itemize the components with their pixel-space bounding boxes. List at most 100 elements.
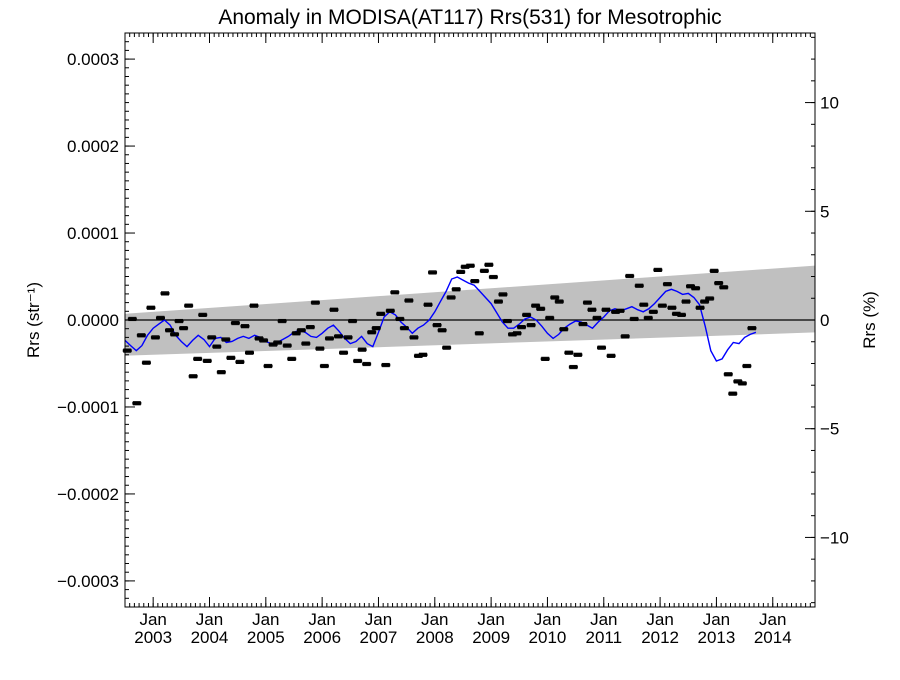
anomaly-marker <box>296 328 306 332</box>
anomaly-marker <box>235 360 245 364</box>
x-tick-label-year: 2014 <box>754 628 792 647</box>
y-axis-label-right: Rrs (%) <box>860 291 879 349</box>
anomaly-point <box>681 299 691 304</box>
anomaly-point <box>240 324 250 329</box>
anomaly-point <box>456 269 466 275</box>
anomaly-point <box>385 308 395 313</box>
anomaly-point <box>677 312 687 317</box>
anomaly-marker <box>291 332 301 335</box>
anomaly-marker <box>207 336 217 339</box>
anomaly-point <box>226 355 236 360</box>
anomaly-marker <box>423 303 433 306</box>
anomaly-point <box>592 315 602 321</box>
chart-title: Anomaly in MODISA(AT117) Rrs(531) for Me… <box>218 6 721 29</box>
x-tick-label-year: 2005 <box>247 628 285 647</box>
anomaly-marker <box>202 359 212 363</box>
anomaly-marker <box>362 362 372 366</box>
anomaly-point <box>629 316 639 322</box>
y-left-tick-label: 0.0000 <box>67 311 119 330</box>
anomaly-point <box>648 309 658 314</box>
anomaly-point <box>174 318 184 324</box>
y-right-tick-label: 0 <box>820 311 829 330</box>
anomaly-point <box>714 281 724 286</box>
anomaly-point <box>536 306 546 311</box>
anomaly-point <box>160 291 170 296</box>
anomaly-point <box>179 326 189 331</box>
x-tick-label-month: Jan <box>534 610 561 629</box>
anomaly-marker <box>582 301 592 304</box>
anomaly-point <box>221 337 231 342</box>
anomaly-marker <box>381 363 391 367</box>
anomaly-point <box>517 325 527 330</box>
anomaly-marker <box>395 317 405 321</box>
anomaly-marker <box>122 349 132 352</box>
x-tick-label-month: Jan <box>196 610 223 629</box>
anomaly-marker <box>428 271 438 274</box>
anomaly-point <box>737 381 747 386</box>
anomaly-point <box>136 333 146 338</box>
anomaly-point <box>502 318 512 324</box>
anomaly-point <box>164 328 174 333</box>
anomaly-marker <box>587 308 597 312</box>
anomaly-marker <box>545 316 555 320</box>
anomaly-point <box>728 391 738 396</box>
anomaly-point <box>296 328 306 333</box>
anomaly-marker <box>179 326 189 330</box>
anomaly-marker <box>733 380 743 383</box>
anomaly-point <box>488 274 498 280</box>
y-right-tick-label: −5 <box>820 420 839 439</box>
anomaly-marker <box>625 274 635 278</box>
anomaly-point <box>601 307 611 312</box>
anomaly-point <box>333 334 343 339</box>
anomaly-marker <box>709 269 719 273</box>
y-left-tick-label: −0.0003 <box>57 572 119 591</box>
anomaly-marker <box>474 332 484 335</box>
anomaly-point <box>301 341 311 346</box>
anomaly-point <box>249 303 259 308</box>
x-tick-label-year: 2003 <box>134 628 172 647</box>
anomaly-marker <box>310 301 320 304</box>
anomaly-marker <box>737 382 747 385</box>
anomaly-point <box>207 335 217 340</box>
anomaly-point <box>470 279 480 284</box>
anomaly-point <box>263 363 273 369</box>
x-axis: Jan2003Jan2004Jan2005Jan2006Jan2007Jan20… <box>124 33 816 647</box>
anomaly-marker <box>319 364 329 368</box>
anomaly-point <box>343 335 353 340</box>
anomaly-point <box>451 287 461 292</box>
anomaly-marker <box>615 309 625 313</box>
anomaly-point <box>747 326 757 331</box>
anomaly-point <box>230 320 240 326</box>
y-left-tick-label: 0.0002 <box>67 137 119 156</box>
anomaly-point <box>526 323 536 328</box>
anomaly-point <box>367 330 377 335</box>
anomaly-point <box>639 302 649 307</box>
anomaly-marker <box>653 268 663 272</box>
anomaly-point <box>437 328 447 333</box>
anomaly-marker <box>526 323 536 327</box>
anomaly-point <box>184 303 194 308</box>
anomaly-point <box>141 360 151 365</box>
anomaly-marker <box>643 316 653 320</box>
anomaly-marker <box>606 354 616 358</box>
anomaly-marker <box>517 325 527 329</box>
anomaly-marker <box>502 319 512 323</box>
x-tick-label-year: 2012 <box>641 628 679 647</box>
anomaly-marker <box>244 351 254 355</box>
y-left-tick-label: −0.0001 <box>57 398 119 417</box>
x-tick-label-month: Jan <box>252 610 279 629</box>
anomaly-point <box>188 374 198 379</box>
anomaly-marker <box>376 312 386 316</box>
anomaly-marker <box>184 304 194 307</box>
anomaly-point <box>559 327 569 332</box>
anomaly-marker <box>174 319 184 323</box>
anomaly-point <box>216 370 226 375</box>
anomaly-marker <box>723 372 733 376</box>
anomaly-point <box>244 350 254 355</box>
anomaly-point <box>512 331 522 336</box>
anomaly-marker <box>639 303 649 306</box>
anomaly-point <box>550 295 560 300</box>
anomaly-point <box>643 315 653 321</box>
anomaly-point <box>122 348 132 353</box>
anomaly-point <box>371 326 381 331</box>
